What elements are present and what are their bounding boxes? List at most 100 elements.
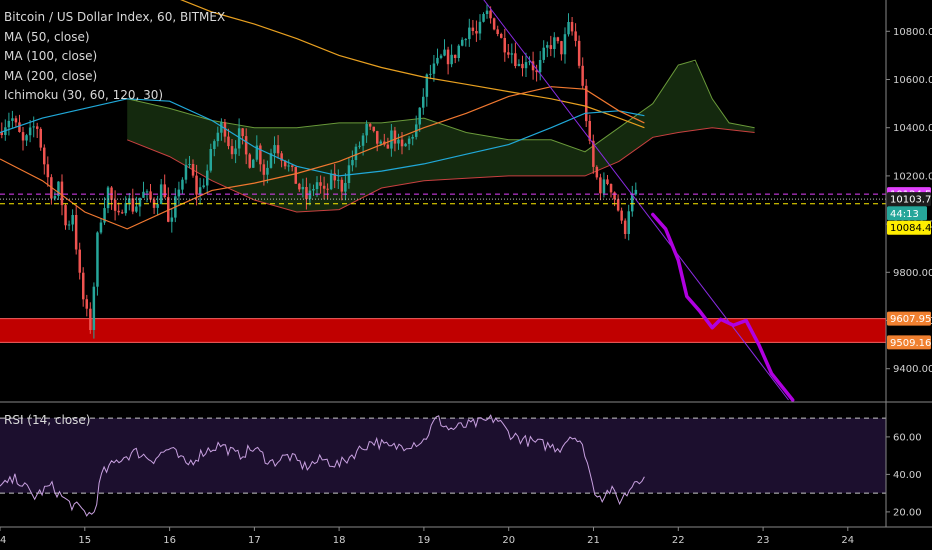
- candle: [623, 220, 627, 234]
- candle: [634, 189, 638, 195]
- candle: [71, 215, 74, 225]
- candle: [191, 164, 195, 176]
- price-tag: [887, 206, 927, 221]
- candle: [195, 175, 198, 195]
- rsi-pane[interactable]: [0, 414, 886, 517]
- candle: [393, 130, 397, 144]
- candle: [220, 122, 223, 133]
- candle: [631, 194, 634, 212]
- candle: [620, 210, 623, 221]
- candle: [106, 187, 110, 209]
- ichimoku-label: Ichimoku (30, 60, 120, 30): [4, 88, 164, 102]
- candle: [103, 208, 106, 223]
- candle: [184, 164, 188, 180]
- candle: [482, 14, 485, 22]
- candle: [478, 21, 482, 34]
- candle: [468, 27, 471, 40]
- candle: [411, 137, 414, 139]
- candle: [510, 53, 514, 55]
- candle: [145, 191, 149, 193]
- y-tick-label: 9400.00: [893, 364, 932, 375]
- candle: [404, 143, 407, 147]
- candle: [273, 145, 276, 154]
- price-tag-label: 44:13: [890, 209, 919, 220]
- main-pane[interactable]: [0, 0, 886, 402]
- candle: [609, 184, 613, 193]
- candle: [492, 18, 496, 30]
- candle: [379, 141, 382, 144]
- y-tick-label: 10600.00: [893, 75, 932, 86]
- candle: [262, 164, 266, 175]
- candle: [521, 63, 524, 69]
- candle: [74, 215, 78, 250]
- ichimoku-cloud-0: [127, 61, 755, 212]
- rsi-tick-label: 40.00: [893, 470, 922, 481]
- candle: [570, 22, 574, 32]
- y-tick-label: 9800.00: [893, 268, 932, 279]
- candle: [333, 173, 336, 181]
- rsi-tick-label: 20.00: [893, 507, 922, 518]
- candle: [613, 192, 616, 200]
- candle: [266, 167, 269, 175]
- x-tick-label: 24: [841, 535, 854, 546]
- candle: [443, 49, 446, 56]
- price-tag-label: 10084.48: [890, 223, 932, 234]
- x-tick-label: 17: [248, 535, 261, 546]
- price-tag: [887, 311, 931, 326]
- chart-legend: Bitcoin / US Dollar Index, 60, BITMEX MA…: [4, 8, 225, 106]
- candle: [156, 204, 159, 208]
- candle: [563, 34, 567, 55]
- candle: [397, 139, 400, 144]
- price-tag: [887, 220, 931, 235]
- ichimoku-span-a: [127, 59, 755, 153]
- candle: [269, 153, 273, 168]
- candle: [453, 54, 457, 58]
- candle: [255, 145, 259, 160]
- candle: [386, 144, 390, 149]
- candle: [599, 177, 602, 194]
- price-tag-label: 9607.95: [890, 314, 931, 325]
- ma50-line: [0, 86, 645, 230]
- candle: [57, 181, 60, 196]
- candle: [237, 128, 241, 149]
- candle: [216, 132, 220, 142]
- candle: [429, 73, 432, 75]
- ma50-label: MA (50, close): [4, 29, 90, 44]
- candle: [358, 145, 361, 147]
- candle: [514, 53, 517, 66]
- candle: [432, 63, 436, 74]
- candle: [138, 197, 142, 207]
- candle: [294, 166, 297, 184]
- candle: [567, 22, 570, 35]
- rsi-tick-label: 60.00: [893, 432, 922, 443]
- candle: [616, 199, 620, 211]
- candle: [113, 199, 117, 211]
- candle: [177, 189, 181, 197]
- price-tag-label: 10103.73: [890, 195, 932, 206]
- candle: [549, 45, 553, 49]
- candle: [223, 122, 227, 137]
- candle: [36, 126, 39, 129]
- candle: [142, 191, 145, 198]
- candle: [39, 128, 42, 148]
- candle: [368, 124, 372, 127]
- candle: [354, 146, 358, 160]
- candle: [163, 184, 166, 198]
- projection-path[interactable]: [651, 212, 795, 402]
- candle: [560, 41, 563, 55]
- candle: [14, 118, 18, 123]
- candle: [92, 286, 96, 330]
- candle: [170, 217, 174, 222]
- rsi-line: [0, 414, 645, 517]
- candle: [244, 136, 248, 155]
- candle: [542, 47, 545, 60]
- candle: [121, 212, 124, 214]
- candle: [308, 190, 312, 200]
- rsi-label: RSI (14, close): [4, 413, 91, 427]
- price-tag: [887, 192, 931, 207]
- candle: [577, 40, 581, 66]
- price-tag-label: 9509.16: [890, 338, 931, 349]
- candle: [347, 165, 351, 183]
